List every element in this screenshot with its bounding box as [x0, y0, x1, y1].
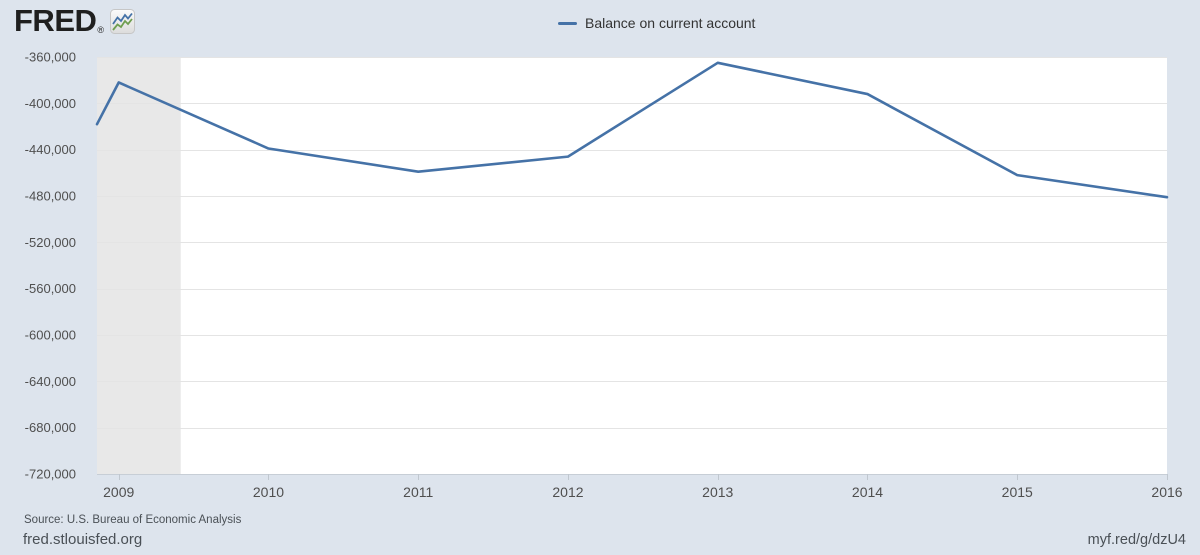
legend-label: Balance on current account: [585, 15, 756, 31]
y-axis-label: -520,000: [25, 235, 76, 250]
y-axis-label: -560,000: [25, 281, 76, 296]
y-axis-label: -720,000: [25, 467, 76, 482]
y-axis-label: -360,000: [25, 50, 76, 65]
x-axis-label: 2015: [1002, 484, 1033, 500]
x-axis-label: 2011: [403, 484, 433, 500]
x-axis-label: 2010: [253, 484, 284, 500]
fred-logo[interactable]: FRED ®: [14, 3, 136, 38]
y-axis-label: -680,000: [25, 420, 76, 435]
legend-line-marker: [558, 21, 577, 25]
series-line[interactable]: [95, 61, 1169, 199]
source-text: Source: U.S. Bureau of Economic Analysis: [24, 514, 242, 526]
chart-svg: 2009 2010 2011 2012 2013 2014 2015 2016 -360,000…: [25, 50, 1183, 501]
y-axis-label: -400,000: [25, 96, 76, 111]
x-axis-label: 2009: [103, 484, 134, 500]
x-axis-label: 2014: [852, 484, 883, 500]
fred-logo-text: FRED: [14, 3, 97, 38]
y-axis-label: -600,000: [25, 328, 76, 343]
x-axis-label: 2016: [1151, 484, 1182, 500]
recession-band: [97, 57, 181, 474]
y-axis-label: -480,000: [25, 189, 76, 204]
plot-background: [97, 57, 1167, 474]
fred-logo-registered-mark: ®: [97, 25, 105, 35]
chart-plot-area[interactable]: 2009 2010 2011 2012 2013 2014 2015 2016 -360,000…: [0, 0, 1200, 505]
short-url-link[interactable]: myf.red/g/dzU4: [1087, 532, 1186, 548]
fred-logo-chart-icon: [110, 9, 136, 34]
x-axis-label: 2012: [552, 484, 583, 500]
x-axis-label: 2013: [702, 484, 733, 500]
y-axis-label: -440,000: [25, 142, 76, 157]
fred-site-link[interactable]: fred.stlouisfed.org: [23, 531, 143, 548]
y-axis-label: -640,000: [25, 374, 76, 389]
legend: Balance on current account: [558, 15, 755, 31]
